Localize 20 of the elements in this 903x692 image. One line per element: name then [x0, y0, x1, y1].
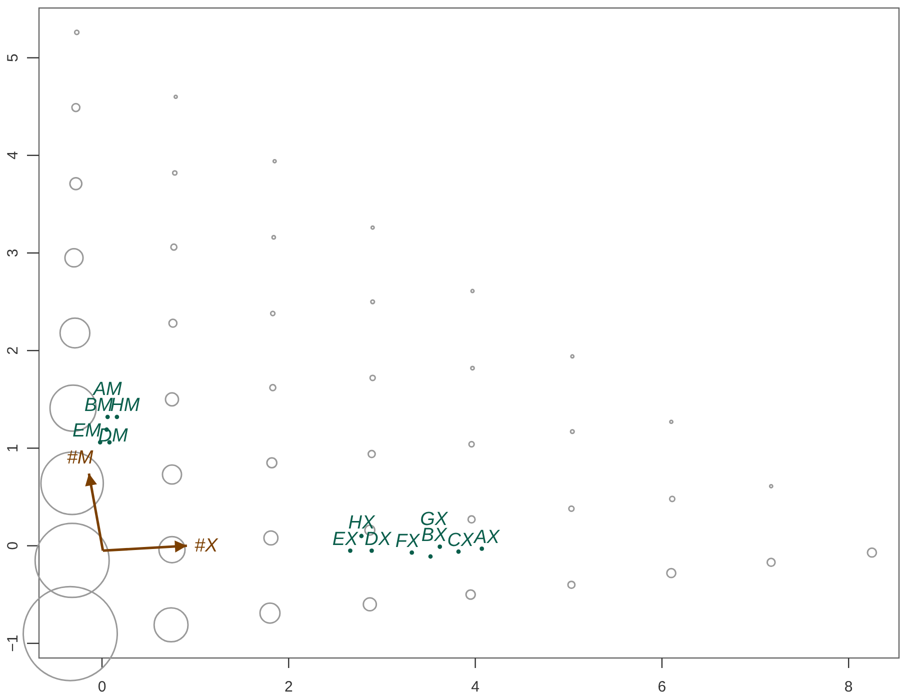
x-tick-label: 8: [844, 678, 853, 692]
data-label: CX: [447, 530, 475, 551]
x-tick-label: 4: [471, 678, 480, 692]
y-tick-label: −1: [4, 634, 22, 652]
series-label: #M: [66, 447, 94, 468]
data-label: BX: [421, 525, 448, 546]
x-tick-label: 0: [98, 678, 106, 692]
y-tick-label: 5: [4, 54, 22, 62]
x-tick-label: 2: [284, 678, 293, 692]
y-tick-label: 2: [4, 346, 22, 355]
data-label: FX: [395, 530, 421, 552]
data-label: EX: [332, 528, 360, 550]
y-tick-label: 1: [4, 444, 22, 452]
y-tick-label: 3: [4, 248, 22, 258]
x-tick-label: 6: [658, 678, 666, 692]
y-tick-label: 4: [4, 151, 22, 160]
series-label: #X: [194, 535, 220, 556]
data-label: AX: [473, 526, 501, 548]
data-label: DX: [364, 528, 392, 550]
y-tick-label: 0: [4, 542, 22, 550]
